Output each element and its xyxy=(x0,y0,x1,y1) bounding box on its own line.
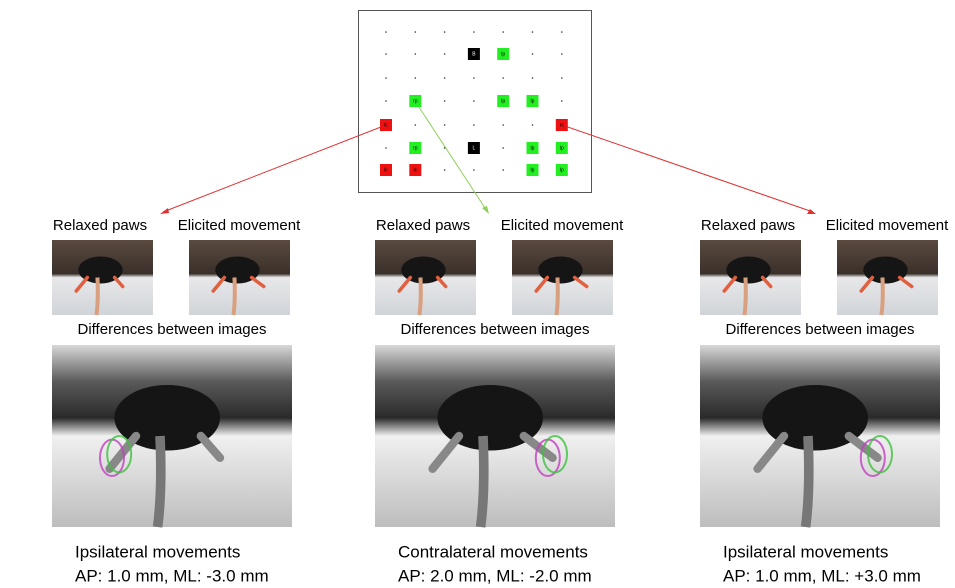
coordinates: AP: 2.0 mm, ML: -2.0 mm xyxy=(398,566,592,585)
grid-dot xyxy=(385,147,387,149)
grid-dot xyxy=(502,124,504,126)
photo xyxy=(837,240,938,315)
marker-label: rp xyxy=(413,98,418,104)
grid-dot xyxy=(444,169,446,171)
tail xyxy=(556,278,557,316)
figure: BlprplplplcrcrpLlplplclclplpRelaxed paws… xyxy=(0,0,955,588)
relaxed-label: Relaxed paws xyxy=(701,217,795,234)
differences-label: Differences between images xyxy=(78,321,267,338)
grid-dot xyxy=(385,77,387,79)
grid-dot xyxy=(473,31,475,33)
grid-dot xyxy=(502,77,504,79)
grid-dot xyxy=(385,53,387,55)
difference-image xyxy=(700,345,940,527)
arrow xyxy=(562,125,813,212)
difference-image xyxy=(52,345,292,527)
coordinates: AP: 1.0 mm, ML: +3.0 mm xyxy=(723,566,921,585)
grid-dot xyxy=(415,77,417,79)
grid-dot xyxy=(502,147,504,149)
marker-label: lc xyxy=(413,167,417,173)
relaxed-label: Relaxed paws xyxy=(53,217,147,234)
tail xyxy=(96,278,97,316)
photo xyxy=(52,240,153,315)
photo xyxy=(700,240,801,315)
tail xyxy=(481,436,484,527)
grid-dot xyxy=(532,77,534,79)
grid-dot xyxy=(444,31,446,33)
elicited-label: Elicited movement xyxy=(501,217,624,234)
caption: Contralateral movements xyxy=(398,542,588,561)
marker-label: rp xyxy=(413,145,418,151)
grid-dot xyxy=(415,124,417,126)
grid-dot xyxy=(444,77,446,79)
grid-dot xyxy=(444,53,446,55)
marker-label: lc xyxy=(384,167,388,173)
marker-label: rc xyxy=(560,122,565,128)
grid-dot xyxy=(532,53,534,55)
arrowhead xyxy=(807,209,816,214)
grid-dot xyxy=(415,53,417,55)
difference-image xyxy=(375,345,615,527)
marker-label: lp xyxy=(531,167,535,173)
differences-label: Differences between images xyxy=(726,321,915,338)
caption: Ipsilateral movements xyxy=(75,542,240,561)
tail xyxy=(806,436,809,527)
tail xyxy=(158,436,161,527)
marker-label: L xyxy=(473,145,476,151)
grid-dot xyxy=(473,124,475,126)
grid-dot xyxy=(502,31,504,33)
tail xyxy=(233,278,234,316)
marker-label: lp xyxy=(531,98,535,104)
arrowhead xyxy=(160,208,169,214)
grid-dot xyxy=(473,100,475,102)
relaxed-label: Relaxed paws xyxy=(376,217,470,234)
marker-label: lp xyxy=(560,145,564,151)
photo xyxy=(512,240,613,315)
elicited-label: Elicited movement xyxy=(178,217,301,234)
grid-dot xyxy=(561,77,563,79)
grid-dot xyxy=(444,100,446,102)
coordinates: AP: 1.0 mm, ML: -3.0 mm xyxy=(75,566,269,585)
grid-dot xyxy=(473,169,475,171)
grid-dot xyxy=(561,31,563,33)
marker-label: lp xyxy=(560,167,564,173)
elicited-label: Elicited movement xyxy=(826,217,949,234)
grid-dot xyxy=(502,169,504,171)
arrowhead xyxy=(482,206,489,214)
marker-label: lp xyxy=(501,51,505,57)
grid-dot xyxy=(444,147,446,149)
marker-label: lp xyxy=(531,145,535,151)
arrow xyxy=(163,125,386,212)
grid-dot xyxy=(385,100,387,102)
marker-label: lc xyxy=(384,122,388,128)
tail xyxy=(419,278,420,316)
tail xyxy=(881,278,882,316)
differences-label: Differences between images xyxy=(401,321,590,338)
grid-dot xyxy=(415,31,417,33)
grid-dot xyxy=(385,31,387,33)
grid-dot xyxy=(473,77,475,79)
tail xyxy=(744,278,745,316)
grid-dot xyxy=(561,100,563,102)
photo xyxy=(189,240,290,315)
grid-dot xyxy=(561,53,563,55)
grid-dot xyxy=(532,124,534,126)
photo xyxy=(375,240,476,315)
grid-dot xyxy=(444,124,446,126)
marker-label: lp xyxy=(501,98,505,104)
caption: Ipsilateral movements xyxy=(723,542,888,561)
grid-dot xyxy=(532,31,534,33)
